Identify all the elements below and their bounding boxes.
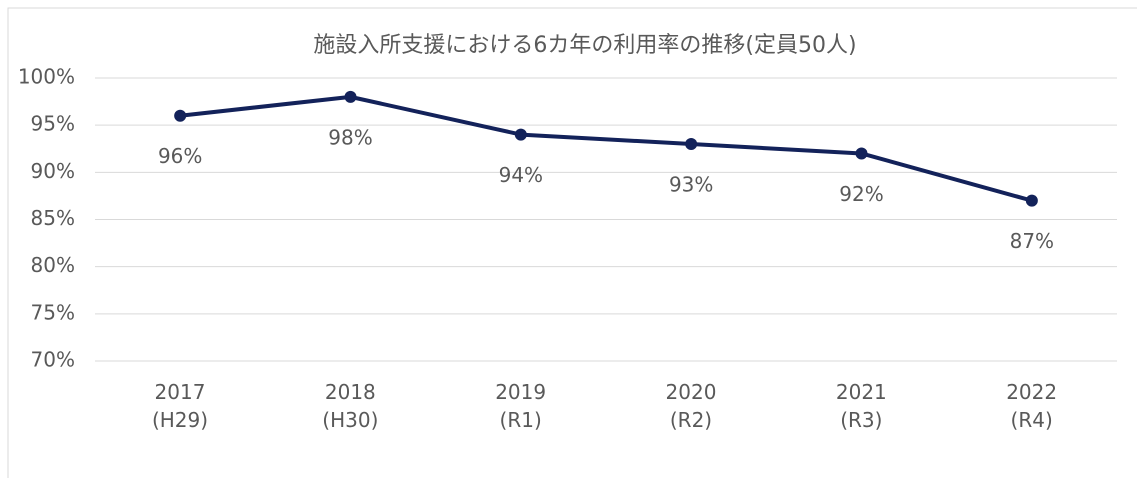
marker — [1025, 194, 1038, 207]
data-label: 92% — [839, 182, 883, 206]
y-tick-label: 80% — [31, 253, 75, 277]
y-tick-label: 100% — [18, 65, 75, 89]
marker — [514, 128, 527, 141]
marker — [344, 90, 357, 103]
data-label: 98% — [328, 125, 372, 149]
y-tick-label: 90% — [31, 159, 75, 183]
marker — [855, 147, 868, 160]
data-label: 93% — [669, 173, 713, 197]
x-tick-label: 2018 (H30) — [322, 380, 379, 432]
data-label: 94% — [499, 163, 543, 187]
x-tick-label: 2019 (R1) — [495, 380, 547, 432]
x-tick-label: 2020 (R2) — [665, 380, 717, 432]
y-tick-label: 70% — [31, 348, 75, 372]
y-tick-label: 95% — [31, 112, 75, 136]
x-tick-label: 2022 (R4) — [1006, 380, 1058, 432]
marker — [685, 138, 698, 151]
y-tick-label: 85% — [31, 206, 75, 230]
x-tick-label: 2021 (R3) — [835, 380, 887, 432]
data-label: 96% — [158, 144, 202, 168]
line — [179, 94, 1033, 203]
x-tick-label: 2017 (H29) — [151, 380, 209, 432]
y-tick-label: 75% — [31, 300, 75, 324]
chart-title: 施設入所支援における6カ年の利用率の推移(定員50人) — [313, 33, 856, 58]
marker — [174, 109, 187, 122]
chart-border — [7, 7, 1137, 478]
data-label: 87% — [1010, 229, 1054, 253]
